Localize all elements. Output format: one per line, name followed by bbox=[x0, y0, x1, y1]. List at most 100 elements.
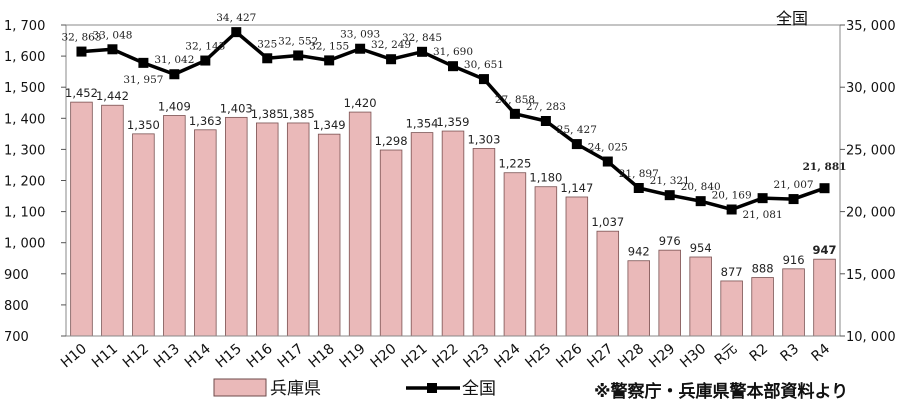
line-point-H28 bbox=[633, 183, 644, 194]
bar-H17 bbox=[286, 122, 310, 337]
bar-value-label: 1,363 bbox=[189, 114, 222, 128]
line-point-H16 bbox=[262, 53, 273, 64]
bar-H12 bbox=[132, 133, 155, 337]
line-value-label: 32, 863 bbox=[61, 32, 101, 44]
x-tick-label: H17 bbox=[275, 341, 307, 371]
line-point-H22 bbox=[448, 61, 458, 72]
line-point-H14 bbox=[200, 55, 211, 66]
line-point-H11 bbox=[107, 44, 118, 55]
bar-value-label: 888 bbox=[752, 262, 774, 276]
bar-value-label: 1,349 bbox=[313, 118, 346, 132]
line-value-label: 32, 845 bbox=[402, 32, 442, 44]
line-value-label: 33, 093 bbox=[340, 29, 380, 41]
bar-H30 bbox=[689, 256, 712, 337]
bar-H14 bbox=[194, 129, 217, 337]
line-point-H26 bbox=[571, 139, 582, 150]
line-value-label: 31, 042 bbox=[154, 54, 194, 66]
line-value-label: 34, 427 bbox=[216, 12, 256, 24]
bar-value-label: 1,385 bbox=[282, 107, 315, 121]
x-tick-label: H19 bbox=[337, 341, 369, 371]
bar-H24 bbox=[503, 172, 527, 337]
x-tick-label: H30 bbox=[677, 341, 709, 371]
y-right-tick-label: 20, 000 bbox=[846, 206, 896, 221]
y-right-tick-label: 10, 000 bbox=[846, 330, 896, 345]
line-point-H18 bbox=[324, 55, 335, 66]
labels-layer: 1,4521,4421,3501,4091,3631,4031,3851,385… bbox=[61, 12, 846, 279]
x-tick-label: H26 bbox=[553, 341, 585, 372]
y-left-tick-label: 1, 200 bbox=[4, 175, 45, 190]
line-point-R3 bbox=[788, 194, 799, 205]
line-point-H10 bbox=[76, 46, 87, 57]
bar-H21 bbox=[410, 132, 434, 337]
bars-layer bbox=[70, 101, 836, 337]
line-point-R4 bbox=[819, 183, 830, 194]
line-point-H21 bbox=[417, 46, 428, 57]
source-note: ※警察庁・兵庫県警本部資料より bbox=[594, 381, 848, 402]
line-point-R元 bbox=[726, 204, 737, 215]
bar-value-label: 976 bbox=[659, 234, 681, 248]
x-tick-label: H22 bbox=[430, 341, 462, 371]
bar-H10 bbox=[70, 101, 93, 337]
bar-H19 bbox=[348, 111, 372, 337]
legend-label-bar: 兵庫県 bbox=[270, 379, 321, 399]
x-tick-label: H13 bbox=[151, 341, 183, 371]
line-layer bbox=[76, 27, 830, 215]
y-left-tick-label: 1, 100 bbox=[4, 206, 45, 221]
bar-value-label: 916 bbox=[783, 253, 805, 267]
bar-H13 bbox=[163, 115, 186, 337]
bar-value-label: 1,403 bbox=[220, 101, 253, 115]
line-point-H20 bbox=[386, 54, 397, 65]
y-left-tick-label: 1, 600 bbox=[4, 50, 45, 65]
bar-value-label: 947 bbox=[813, 243, 837, 257]
bar-H25 bbox=[534, 186, 558, 337]
bar-value-label: 1,180 bbox=[529, 171, 562, 185]
bar-H23 bbox=[472, 148, 496, 337]
bar-H18 bbox=[317, 133, 341, 337]
line-point-H23 bbox=[478, 74, 489, 85]
line-value-label: 21, 897 bbox=[619, 168, 659, 180]
line-point-H12 bbox=[138, 57, 149, 68]
line-value-label: 21, 081 bbox=[743, 209, 783, 221]
y-left-tick-label: 1, 500 bbox=[4, 81, 45, 96]
bar-R2 bbox=[751, 277, 774, 337]
line-point-H24 bbox=[509, 108, 520, 119]
line-value-label: 21, 881 bbox=[803, 161, 847, 173]
x-tick-label: R元 bbox=[712, 341, 740, 369]
bar-value-label: 1,298 bbox=[375, 134, 408, 148]
legend-swatch-marker bbox=[427, 383, 437, 393]
line-point-H29 bbox=[664, 190, 675, 201]
bar-value-label: 1,442 bbox=[96, 89, 129, 103]
line-point-H17 bbox=[293, 50, 304, 61]
bar-value-label: 1,350 bbox=[127, 118, 160, 132]
y-left-tick-label: 900 bbox=[4, 268, 29, 283]
bar-value-label: 1,409 bbox=[158, 100, 191, 114]
x-tick-label: R3 bbox=[778, 341, 803, 365]
line-point-H30 bbox=[695, 196, 706, 207]
legend-swatch-bar bbox=[213, 378, 267, 397]
bar-H26 bbox=[565, 196, 589, 337]
bar-H29 bbox=[658, 249, 681, 337]
line-value-label: 20, 169 bbox=[712, 189, 752, 201]
bar-H28 bbox=[627, 260, 650, 337]
y-left-tick-label: 1, 300 bbox=[4, 143, 45, 158]
bar-value-label: 1,354 bbox=[406, 117, 439, 131]
y-left-tick-label: 800 bbox=[4, 299, 29, 314]
bar-value-label: 1,037 bbox=[591, 215, 624, 229]
legend: 兵庫県 全国 bbox=[213, 378, 496, 399]
line-point-H27 bbox=[602, 156, 613, 167]
line-point-H13 bbox=[169, 69, 180, 80]
y-right-tick-label: 35, 000 bbox=[846, 19, 896, 34]
bar-H22 bbox=[441, 130, 465, 337]
bar-H20 bbox=[379, 149, 403, 337]
x-tick-label: H21 bbox=[399, 341, 431, 371]
bar-H27 bbox=[596, 230, 620, 337]
x-tick-label: H28 bbox=[615, 341, 647, 371]
y-right-tick-label: 25, 000 bbox=[846, 143, 896, 158]
bar-value-label: 1,303 bbox=[467, 132, 500, 146]
y-left-tick-label: 1, 700 bbox=[4, 19, 45, 34]
line-value-label: 30, 651 bbox=[464, 59, 504, 71]
y-left-tick-label: 1, 400 bbox=[4, 112, 45, 127]
x-tick-label: H23 bbox=[461, 341, 493, 371]
